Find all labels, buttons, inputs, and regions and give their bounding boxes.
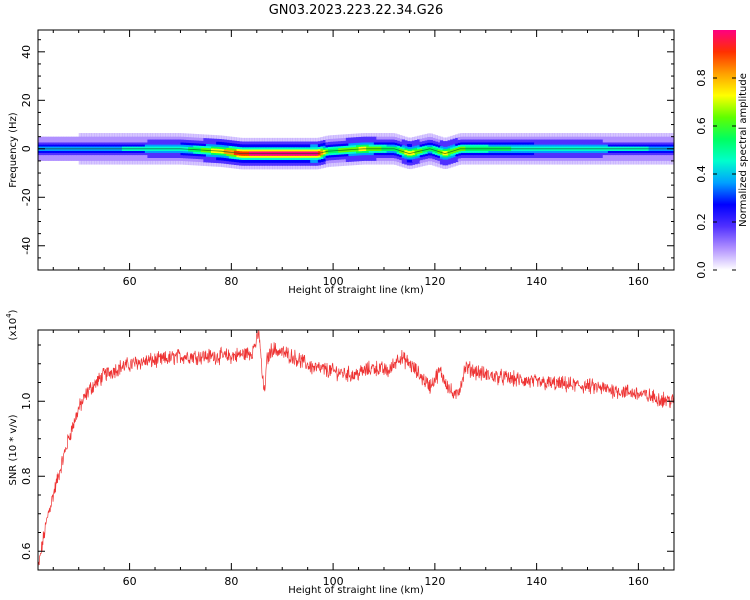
snr-panel: 60 80 100 120 140 160 0.6 0.8 1.0 Height of stra… [5,309,675,596]
snr-y-multiplier-base: (x10 [8,318,19,341]
colorbar-tick-label: 0.8 [695,69,708,87]
heatmap-ridge-line [38,148,674,155]
colorbar-tick-label: 0.2 [695,213,708,231]
snr-plot-area [38,330,674,570]
spectrogram-y-tick-label: 40 [20,45,33,59]
colorbar-tick-label: 0.4 [695,165,708,183]
snr-y-axis-label: SNR (10 * v/v) [8,414,19,485]
snr-x-tick-label: 80 [224,575,238,588]
snr-y-tick-label: 1.0 [20,393,33,411]
snr-y-tick-label: 0.6 [20,543,33,561]
spectrogram-x-tick-label: 140 [526,275,547,288]
snr-y-multiplier: (x104) [5,309,19,340]
snr-frame [37,329,675,571]
colorbar-label: Normalized spectral amplitude [738,73,749,227]
snr-x-tick-label: 140 [526,575,547,588]
snr-x-axis-label: Height of straight line (km) [288,585,424,596]
spectrogram-x-axis-label: Height of straight line (km) [288,285,424,296]
snr-x-tick-label: 60 [123,575,137,588]
chart-title: GN03.2023.223.22.34.G26 [269,3,444,18]
colorbar-tick-label: 0.0 [695,261,708,279]
spectrogram-x-tick-label: 100 [323,275,344,288]
colorbar-tick-label: 0.6 [695,117,708,135]
spectrogram-x-tick-label: 120 [424,275,445,288]
spectrogram-y-tick-label: -40 [20,237,33,255]
spectrogram-y-tick-label: -20 [20,188,33,206]
spectrogram-heatmap [38,133,674,170]
spectrogram-frame [37,29,675,271]
snr-line [38,330,674,570]
snr-series [38,330,674,570]
snr-x-tick-label: 100 [323,575,344,588]
spectrogram-y-tick-label: 0 [20,145,33,152]
snr-x-tick-label: 120 [424,575,445,588]
spectrogram-ticks: 60 80 100 120 140 160 40 20 0 -20 -40 [20,30,674,288]
snr-ticks: 60 80 100 120 140 160 0.6 0.8 1.0 [20,330,674,588]
snr-y-tick-label: 0.8 [20,468,33,486]
snr-y-multiplier-exponent: 4 [5,313,13,318]
spectrogram-x-tick-label: 160 [628,275,649,288]
spectrogram-y-axis-label: Frequency (Hz) [8,112,19,188]
snr-x-tick-label: 160 [628,575,649,588]
colorbar: 0.0 0.2 0.4 0.6 0.8 Normalized spectral ampl… [695,30,749,279]
spectrogram-x-tick-label: 80 [224,275,238,288]
snr-y-multiplier-close: ) [8,309,19,313]
colorbar-ticks: 0.0 0.2 0.4 0.6 0.8 [695,69,736,279]
spectrogram-panel: 60 80 100 120 140 160 40 20 0 -20 -40 Height of st… [8,29,675,296]
spectrogram-x-tick-label: 60 [123,275,137,288]
colorbar-strip [713,30,736,270]
spectrogram-y-tick-label: 20 [20,93,33,107]
